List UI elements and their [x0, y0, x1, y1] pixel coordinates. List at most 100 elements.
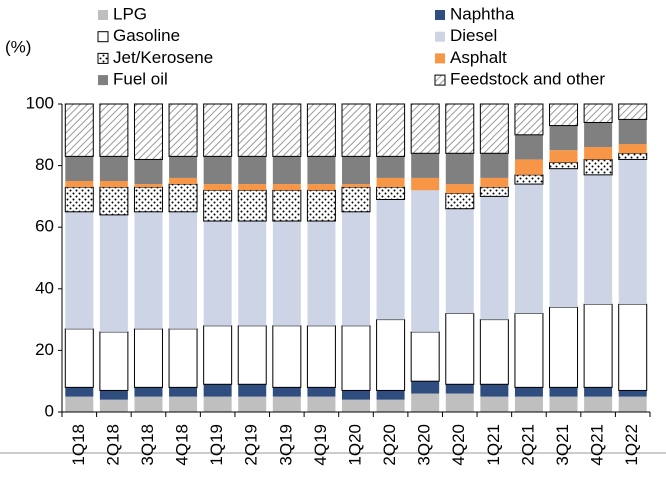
bar-segment	[618, 152, 648, 160]
bar-segment	[64, 103, 94, 157]
bar-segment	[549, 387, 578, 397]
legend-label: Naphtha	[450, 4, 515, 23]
bar-segment	[134, 159, 163, 185]
legend-swatch	[97, 31, 109, 43]
bar-segment	[65, 181, 94, 188]
x-tick-label: 3Q20	[415, 424, 434, 466]
bar-segment	[342, 184, 370, 188]
bar-segment	[584, 147, 613, 160]
legend-swatch	[435, 10, 445, 20]
bar-segment	[99, 390, 128, 400]
bar-segment	[272, 103, 302, 157]
bar-segment	[618, 390, 647, 397]
bar-segment	[238, 384, 267, 397]
bar-segment	[583, 158, 613, 176]
bar-segment	[203, 396, 232, 412]
bar-segment	[341, 186, 371, 213]
bar-segment	[272, 189, 302, 222]
bar-segment	[549, 306, 579, 388]
bar-segment	[99, 103, 129, 157]
bar-segment	[306, 103, 336, 157]
bar-segment	[64, 186, 94, 213]
bar-segment	[514, 312, 544, 388]
bar-segment	[203, 384, 232, 397]
legend-label: Gasoline	[113, 26, 180, 45]
bar-segment	[169, 211, 198, 329]
bar-segment	[584, 174, 613, 305]
bar-segment	[168, 103, 198, 157]
bar-segment	[376, 319, 406, 391]
bar-segment	[133, 328, 163, 388]
bar-segment	[445, 384, 474, 394]
bar-segment	[411, 393, 440, 412]
bar-segment	[514, 387, 543, 397]
bar-segment	[549, 162, 579, 170]
bar-segment	[307, 156, 336, 185]
bar-segment	[272, 387, 301, 397]
bar-segment	[134, 396, 163, 412]
bar-segment	[203, 221, 232, 326]
bar-segment	[99, 399, 128, 412]
bar-segment	[583, 103, 613, 123]
bar-segment	[237, 103, 267, 157]
bar-segment	[133, 186, 163, 213]
x-tick-label: 2Q18	[103, 424, 122, 466]
bar-segment	[342, 156, 370, 185]
bar-segment	[514, 103, 544, 136]
x-tick-label: 4Q18	[173, 424, 192, 466]
bar-segment	[480, 384, 509, 397]
bar-segment	[514, 159, 543, 175]
y-tick-label: 100	[26, 93, 54, 112]
bar-segment	[342, 211, 370, 326]
bar-segment	[549, 150, 578, 163]
bar-segment	[168, 183, 198, 213]
bar-segment	[203, 189, 233, 222]
bar-segment	[376, 103, 406, 157]
bar-segment	[307, 387, 336, 397]
bar-segment	[238, 156, 267, 185]
bar-segment	[133, 103, 163, 160]
y-tick-label: 40	[35, 278, 54, 297]
bar-segment	[99, 214, 128, 332]
bar-segment	[618, 159, 647, 305]
bar-segment	[65, 156, 94, 181]
y-tick-label: 60	[35, 217, 54, 236]
bar-segment	[445, 312, 475, 385]
bar-segment	[169, 396, 198, 412]
legend-swatch	[97, 52, 109, 64]
bar-segment	[479, 103, 509, 154]
y-tick-label: 0	[45, 401, 54, 420]
bar-segment	[203, 325, 233, 385]
bar-segment	[480, 153, 509, 178]
bar-segment	[549, 103, 579, 127]
bar-segment	[203, 156, 232, 185]
x-tick-label: 1Q22	[622, 424, 641, 466]
bar-segment	[376, 156, 405, 178]
bar-segment	[411, 177, 440, 191]
bar-segment	[134, 184, 163, 188]
bar-segment	[238, 396, 267, 412]
bar-segment	[411, 153, 440, 178]
bar-segment	[549, 125, 578, 151]
bar-segment	[203, 184, 232, 191]
bar-segment	[410, 331, 440, 382]
bar-segment	[134, 211, 163, 329]
y-axis-label: (%)	[5, 37, 31, 56]
x-tick-label: 1Q20	[345, 424, 364, 466]
bar-segment	[618, 303, 648, 391]
bar-segment	[99, 186, 129, 216]
bar-segment	[549, 168, 578, 308]
bar-segment	[272, 396, 301, 412]
bar-segment	[480, 196, 509, 320]
bar-segment	[584, 122, 613, 148]
bar-segment	[307, 221, 336, 326]
bar-segment	[169, 387, 198, 397]
bar-segment	[445, 153, 474, 185]
bar-segment	[376, 177, 405, 188]
legend-swatch	[434, 74, 446, 86]
bar-segment	[65, 387, 94, 397]
x-tick-label: 4Q21	[588, 424, 607, 466]
bar-segment	[583, 303, 613, 388]
legend-swatch	[98, 10, 108, 20]
bar-segment	[480, 177, 509, 188]
